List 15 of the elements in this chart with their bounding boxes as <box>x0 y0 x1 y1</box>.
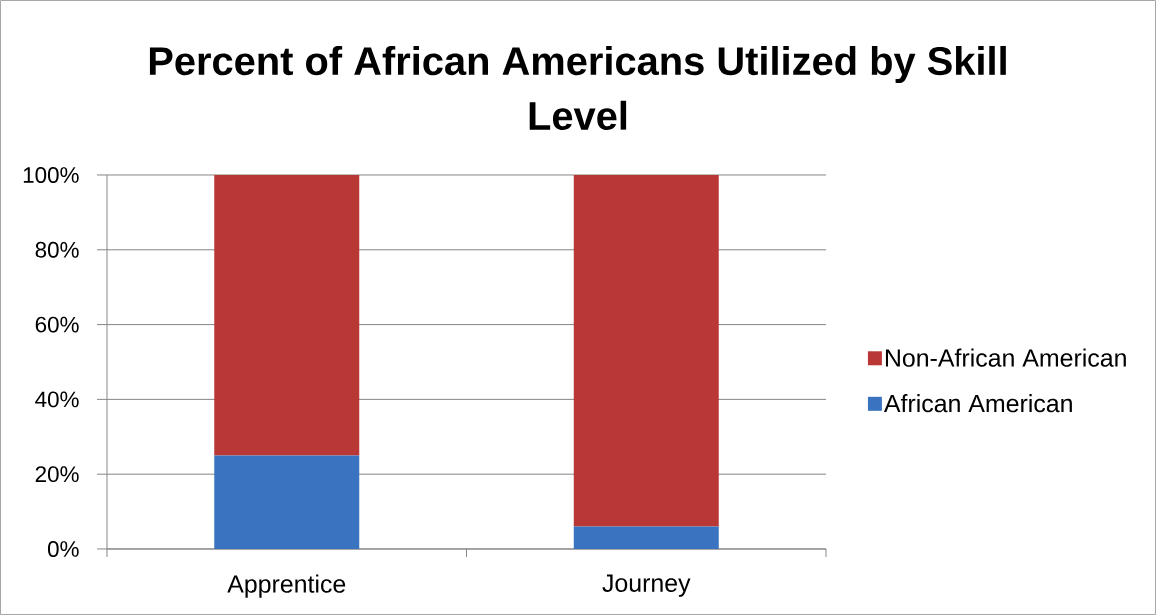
y-tick-label: 40% <box>35 391 79 408</box>
bar <box>573 174 719 527</box>
y-tick-label: 20% <box>35 466 79 483</box>
y-tick-label: 0% <box>47 541 79 557</box>
bar <box>214 174 360 456</box>
legend-label: Non-African American <box>885 348 1126 367</box>
x-tick-label: Journey <box>602 574 691 597</box>
bar <box>573 526 719 549</box>
y-tick-label: 100% <box>23 167 79 183</box>
x-tick-label: Apprentice <box>227 574 346 598</box>
y-tick-label: 60% <box>35 316 79 333</box>
legend-label: African American <box>883 394 1072 413</box>
chart-title: Percent of African Americans Utilized by Skill Level <box>149 45 1006 131</box>
bar <box>214 455 360 549</box>
y-tick-label: 80% <box>35 241 79 258</box>
